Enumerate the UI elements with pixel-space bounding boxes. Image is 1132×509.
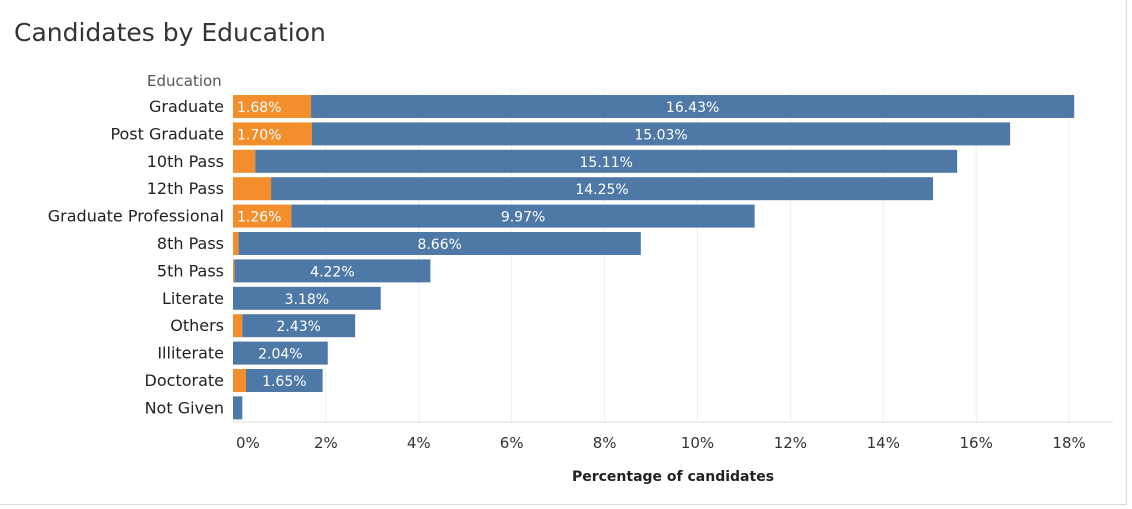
x-tick-label: 0% [236,434,260,452]
chart-title: Candidates by Education [14,18,326,47]
category-label: 8th Pass [157,234,224,253]
bar-blue-segment [246,369,323,392]
bar-orange-segment [233,204,292,228]
data-label-blue: 15.11% [580,155,633,171]
category-label: 12th Pass [147,179,224,198]
category-label: 5th Pass [157,261,224,280]
category-label: Post Graduate [110,124,224,143]
category-label: Doctorate [145,371,224,390]
bar-orange-segment [233,314,243,338]
data-label-blue: 9.97% [501,210,545,226]
bar-blue-segment [255,149,958,173]
data-label-orange: 1.26% [237,210,281,226]
data-label-blue: 2.43% [276,319,320,335]
x-tick-label: 16% [960,434,993,452]
data-label-blue: 3.18% [285,292,329,308]
data-label-blue: 8.66% [417,237,461,253]
bar-orange-segment [233,177,272,201]
x-tick-label: 8% [593,434,617,452]
bar-blue-segment [234,259,431,283]
bar-orange-segment [233,149,256,173]
bar-blue-segment [242,314,356,338]
category-label: Graduate Professional [48,207,224,226]
bars: 1.68% 16.43% 1.70% 15.03%15.11% 14.25% 1.26% 9… [233,95,1075,420]
category-labels: Graduate Post Graduate 10th Pass 12th Pass G… [48,97,224,417]
gridlines [325,92,1070,422]
bar-blue-segment [233,286,381,310]
bar-orange-segment [233,122,312,146]
bar-orange-segment [233,232,239,255]
data-label-blue: 1.65% [262,374,306,390]
data-label-blue: 2.04% [258,347,302,363]
x-tick-label: 12% [774,434,807,452]
data-label-blue: 4.22% [310,264,354,280]
x-tick-label: 4% [407,434,431,452]
category-label: Others [170,316,224,335]
category-label: Illiterate [157,344,224,363]
bar-blue-segment [311,122,1011,146]
x-tick-label: 18% [1052,434,1085,452]
bar-blue-segment [291,204,755,228]
category-label: Graduate [149,97,224,116]
category-label: Literate [162,289,224,308]
bar-blue-segment [271,177,934,201]
x-tick-label: 14% [867,434,900,452]
bar-blue-segment [233,341,328,365]
bar-orange-segment [233,259,235,283]
data-label-orange: 1.68% [237,100,281,116]
data-label-blue: 16.43% [666,100,719,116]
bar-blue-segment [233,396,243,420]
x-tick-label: 10% [681,434,714,452]
bar-blue-segment [311,95,1075,118]
x-tick-label: 6% [500,434,524,452]
row-header: Education [147,72,222,90]
x-axis-label: Percentage of candidates [572,469,774,485]
bar-orange-segment [233,369,247,392]
x-tick-label: 2% [314,434,338,452]
data-label-orange: 1.70% [237,127,281,143]
bar-blue-segment [238,232,641,255]
data-label-blue: 14.25% [575,182,628,198]
x-axis-ticks: 0% 2% 4% 6% 8% 10% 12% 14% 16% 18% [236,434,1086,452]
bar-orange-segment [233,95,312,118]
category-label: 10th Pass [147,152,224,171]
data-label-blue: 15.03% [634,127,687,143]
category-label: Not Given [145,398,224,417]
